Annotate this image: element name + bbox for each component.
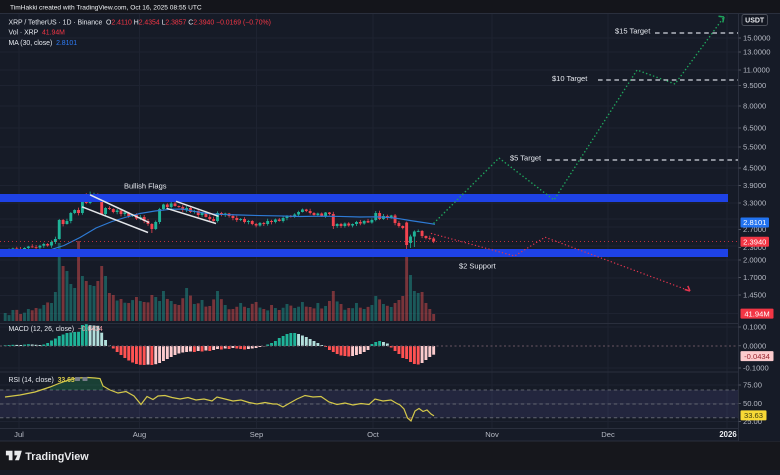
svg-text:5.5000: 5.5000	[743, 143, 766, 152]
svg-text:Oct: Oct	[367, 430, 380, 439]
svg-text:1.7000: 1.7000	[743, 273, 766, 282]
svg-text:Dec: Dec	[601, 430, 615, 439]
svg-text:RSI (14, close) 33.63: RSI (14, close) 33.63	[9, 377, 75, 384]
svg-text:Jul: Jul	[14, 430, 24, 439]
svg-text:MA (30, close) 2.8101: MA (30, close) 2.8101	[9, 40, 78, 47]
svg-text:2.8101: 2.8101	[743, 218, 766, 227]
svg-text:USDT: USDT	[745, 18, 765, 25]
svg-text:-0.1000: -0.1000	[743, 364, 769, 373]
svg-text:15.0000: 15.0000	[743, 34, 770, 43]
svg-text:0.0000: 0.0000	[743, 341, 766, 350]
svg-text:11.0000: 11.0000	[743, 66, 770, 75]
svg-text:XRP / TetherUS · 1D · Binance: XRP / TetherUS · 1D · Binance O2.4110 H2…	[9, 19, 271, 26]
svg-text:0.1000: 0.1000	[743, 323, 766, 332]
svg-text:MACD (12, 26, close) −0.0434: MACD (12, 26, close) −0.0434	[9, 326, 103, 333]
svg-text:$2 Support: $2 Support	[459, 262, 497, 271]
svg-text:75.00: 75.00	[743, 381, 762, 390]
svg-text:9.5000: 9.5000	[743, 81, 766, 90]
svg-text:-0.0434: -0.0434	[744, 352, 770, 361]
svg-text:Vol · XRP 41.94M: Vol · XRP 41.94M	[9, 30, 66, 37]
svg-text:3.9000: 3.9000	[743, 181, 766, 190]
svg-text:50.00: 50.00	[743, 399, 762, 408]
svg-text:3.3000: 3.3000	[743, 199, 766, 208]
svg-text:TimHakki created with TradingV: TimHakki created with TradingView.com, O…	[10, 5, 202, 12]
svg-text:$10 Target: $10 Target	[552, 74, 588, 83]
svg-text:$15 Target: $15 Target	[615, 27, 651, 36]
svg-text:Bullish Flags: Bullish Flags	[124, 182, 167, 191]
svg-text:41.94M: 41.94M	[744, 309, 769, 318]
svg-text:4.5000: 4.5000	[743, 164, 766, 173]
svg-text:6.5000: 6.5000	[743, 124, 766, 133]
svg-text:13.0000: 13.0000	[743, 48, 770, 57]
svg-text:Aug: Aug	[133, 430, 147, 439]
svg-text:2026: 2026	[719, 430, 737, 439]
svg-text:33.63: 33.63	[744, 411, 763, 420]
svg-text:2.3940: 2.3940	[743, 237, 766, 246]
svg-text:2.0000: 2.0000	[743, 256, 766, 265]
svg-text:$5 Target: $5 Target	[510, 154, 542, 163]
svg-text:Nov: Nov	[485, 430, 499, 439]
svg-text:1.4500: 1.4500	[743, 291, 766, 300]
svg-text:8.0000: 8.0000	[743, 102, 766, 111]
svg-text:Sep: Sep	[250, 430, 264, 439]
svg-text:TradingView: TradingView	[25, 451, 89, 463]
